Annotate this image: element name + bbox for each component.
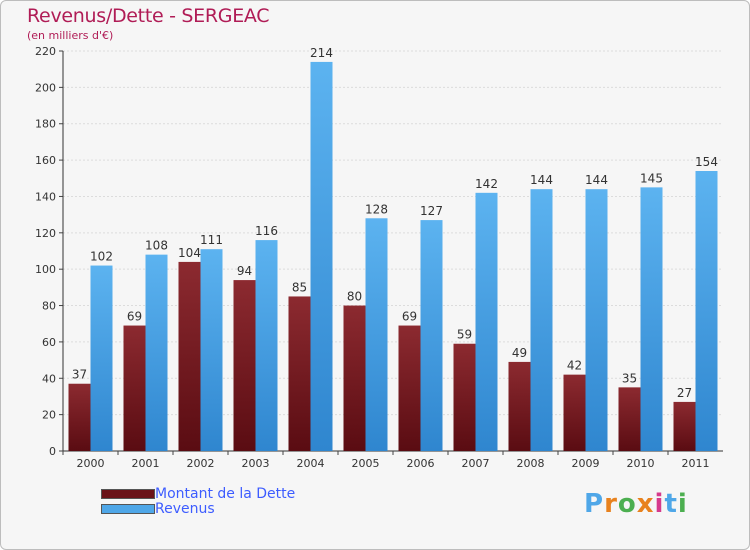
bar-debt-2005 [343, 305, 366, 451]
y-tick-label-220: 220 [35, 45, 56, 58]
y-tick-label-120: 120 [35, 227, 56, 240]
label-debt-2007: 59 [457, 328, 472, 342]
bar-revenue-2011 [695, 171, 718, 451]
label-debt-2008: 49 [512, 346, 527, 360]
label-debt-2006: 69 [402, 310, 417, 324]
label-revenue-2000: 102 [90, 250, 113, 264]
label-revenue-2005: 128 [365, 202, 388, 216]
label-debt-2009: 42 [567, 359, 582, 373]
label-debt-2002: 104 [178, 246, 201, 260]
label-revenue-2011: 154 [695, 155, 718, 169]
label-revenue-2010: 145 [640, 171, 663, 185]
logo-letter: r [604, 489, 618, 519]
logo-letter: i [677, 489, 688, 519]
x-tick-label-2000: 2000 [77, 457, 105, 470]
x-tick-label-2008: 2008 [517, 457, 545, 470]
x-tick-label-2011: 2011 [682, 457, 710, 470]
bar-revenue-2003 [255, 240, 278, 451]
y-tick-label-80: 80 [42, 300, 56, 313]
bar-debt-2000 [68, 383, 91, 451]
x-tick-label-2004: 2004 [297, 457, 325, 470]
y-tick-label-200: 200 [35, 81, 56, 94]
chart-subtitle: (en milliers d'€) [27, 29, 114, 42]
x-tick-label-2005: 2005 [352, 457, 380, 470]
y-tick-label-0: 0 [49, 445, 56, 458]
logo-letter: P [584, 489, 605, 519]
bar-revenue-2002 [200, 249, 223, 451]
x-tick-label-2007: 2007 [462, 457, 490, 470]
bar-debt-2010 [618, 387, 641, 451]
label-revenue-2006: 127 [420, 204, 443, 218]
label-debt-2001: 69 [127, 310, 142, 324]
legend-item-revenue: Revenus [101, 501, 351, 517]
label-debt-2003: 94 [237, 264, 252, 278]
label-debt-2011: 27 [677, 386, 692, 400]
bar-debt-2011 [673, 401, 696, 451]
bar-revenue-2009 [585, 189, 608, 451]
bar-debt-2001 [123, 325, 146, 451]
label-debt-2010: 35 [622, 371, 637, 385]
bar-revenue-2007 [475, 192, 498, 451]
label-debt-2000: 37 [72, 368, 87, 382]
x-tick-label-2006: 2006 [407, 457, 435, 470]
y-tick-label-140: 140 [35, 190, 56, 203]
label-debt-2004: 85 [292, 280, 307, 294]
logo-letter: i [654, 489, 665, 519]
bar-debt-2003 [233, 280, 256, 451]
logo-letter: t [664, 489, 678, 519]
legend-label-revenue: Revenus [155, 501, 215, 517]
bar-debt-2008 [508, 361, 531, 451]
bar-debt-2002 [178, 261, 201, 451]
bar-debt-2007 [453, 343, 476, 451]
bar-revenue-2005 [365, 218, 388, 451]
bar-revenue-2001 [145, 254, 168, 451]
y-tick-label-180: 180 [35, 118, 56, 131]
legend-swatch-revenue [101, 504, 155, 514]
chart-title: Revenus/Dette - SERGEAC [27, 5, 270, 27]
legend: Montant de la Dette Revenus [101, 486, 351, 517]
legend-item-debt: Montant de la Dette [101, 486, 351, 502]
y-tick-label-60: 60 [42, 336, 56, 349]
label-revenue-2004: 214 [310, 46, 333, 60]
label-revenue-2003: 116 [255, 224, 278, 238]
bar-revenue-2000 [90, 265, 113, 451]
bar-debt-2009 [563, 374, 586, 451]
logo-letter: o [617, 489, 637, 519]
label-revenue-2002: 111 [200, 233, 223, 247]
legend-swatch-debt [101, 489, 155, 499]
logo-letter: x [636, 489, 655, 519]
x-tick-label-2002: 2002 [187, 457, 215, 470]
label-revenue-2009: 144 [585, 173, 608, 187]
label-debt-2005: 80 [347, 290, 362, 304]
x-tick-label-2010: 2010 [627, 457, 655, 470]
y-tick-label-160: 160 [35, 154, 56, 167]
bar-debt-2006 [398, 325, 421, 451]
bar-revenue-2010 [640, 187, 663, 451]
label-revenue-2001: 108 [145, 239, 168, 253]
bar-debt-2004 [288, 296, 311, 451]
y-tick-label-40: 40 [42, 372, 56, 385]
y-tick-label-20: 20 [42, 409, 56, 422]
label-revenue-2007: 142 [475, 177, 498, 191]
x-tick-label-2001: 2001 [132, 457, 160, 470]
label-revenue-2008: 144 [530, 173, 553, 187]
y-tick-label-100: 100 [35, 263, 56, 276]
x-tick-label-2009: 2009 [572, 457, 600, 470]
bar-revenue-2006 [420, 220, 443, 451]
bar-revenue-2008 [530, 189, 553, 451]
proxiti-logo: Proxiti [584, 489, 688, 519]
bar-revenue-2004 [310, 61, 333, 452]
x-tick-label-2003: 2003 [242, 457, 270, 470]
legend-label-debt: Montant de la Dette [155, 486, 296, 502]
